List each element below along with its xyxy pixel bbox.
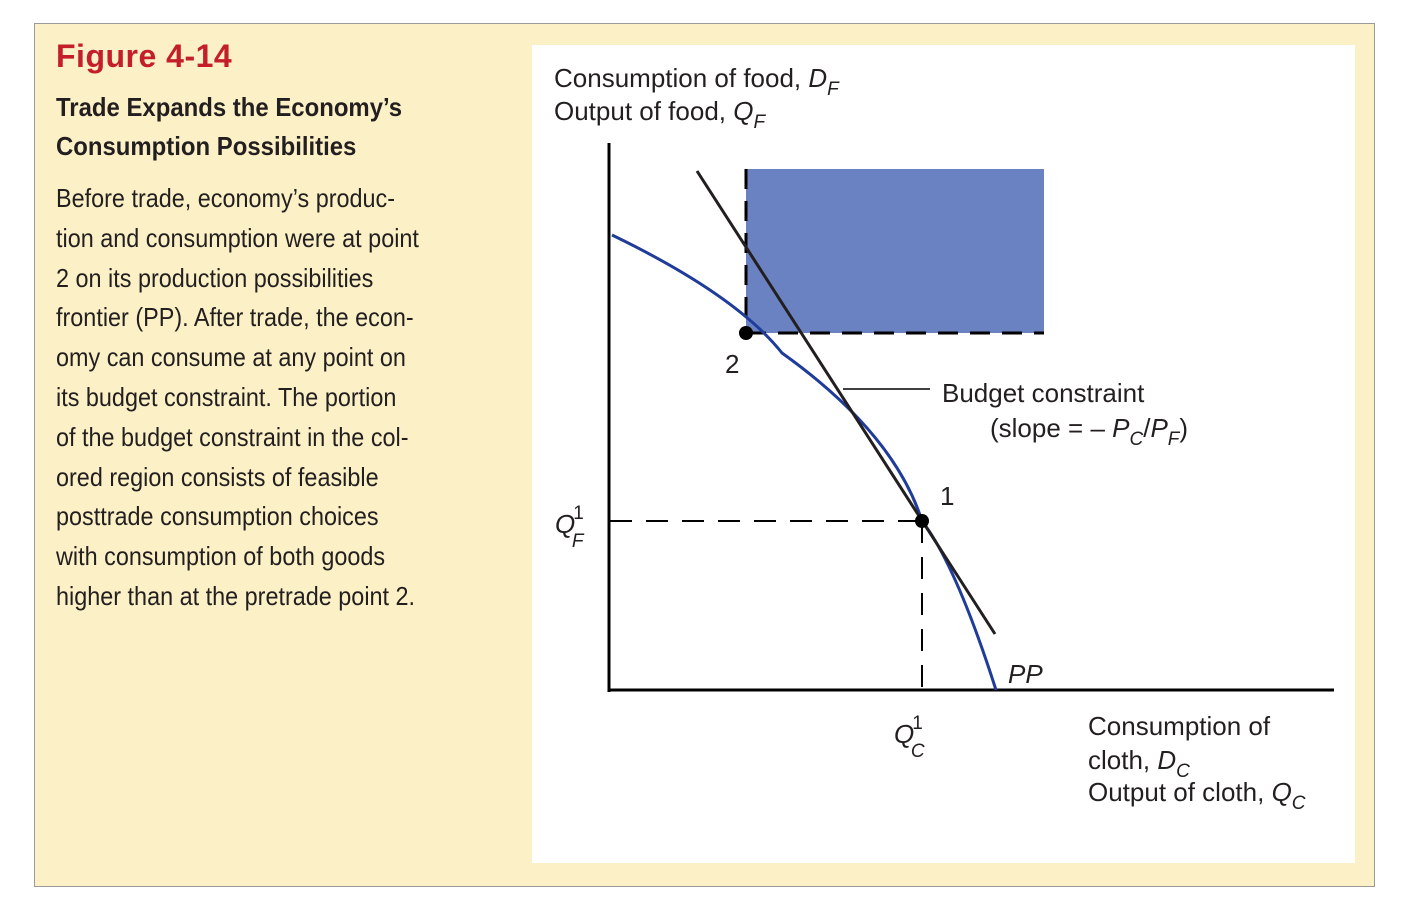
point-2 xyxy=(739,326,753,340)
y-axis-label-line2: Output of food, QF xyxy=(554,96,766,133)
figure-title-line: Consumption Possibilities xyxy=(56,131,357,161)
figure-body: Before trade, economy’s produc- tion and… xyxy=(56,179,497,617)
slope-label: (slope = – PC/PF) xyxy=(990,413,1188,450)
x-axis-label-line1: Consumption of xyxy=(1088,711,1271,741)
point-1-label: 1 xyxy=(940,481,954,511)
body-line: Before trade, economy’s produc- xyxy=(56,183,396,213)
body-line: of the budget constraint in the col- xyxy=(56,421,409,452)
figure-title-line: Trade Expands the Economy’s xyxy=(56,92,403,122)
feasible-region xyxy=(746,169,1044,333)
body-line: ored region consists of feasible xyxy=(56,461,379,492)
body-line: omy can consume at any point on xyxy=(56,342,406,373)
diagram-panel: Consumption of food, DF Output of food, … xyxy=(532,45,1355,863)
pp-curve xyxy=(611,233,998,691)
qc-label: Q1 C xyxy=(894,713,925,762)
trade-diagram: Consumption of food, DF Output of food, … xyxy=(554,63,1334,814)
body-line: with consumption of both goods xyxy=(56,541,386,572)
budget-line xyxy=(695,170,997,635)
body-line: tion and consumption were at point xyxy=(56,222,419,253)
body-line: 2 on its production possibilities xyxy=(56,262,374,293)
x-axis-label-line3: Output of cloth, QC xyxy=(1088,777,1306,814)
body-line: posttrade consumption choices xyxy=(56,501,379,532)
figure-title: Trade Expands the Economy’s Consumption … xyxy=(56,88,498,166)
budget-label: Budget constraint xyxy=(942,378,1145,408)
pp-label: PP xyxy=(1008,659,1043,689)
point-2-label: 2 xyxy=(725,349,739,379)
x-axis-label-line2: cloth, DC xyxy=(1088,745,1190,782)
qf-label: Q1 F xyxy=(555,503,585,552)
body-line: higher than at the pretrade point 2. xyxy=(56,580,416,611)
body-line: frontier (PP). After trade, the econ- xyxy=(56,302,414,333)
figure-caption: Figure 4-14 Trade Expands the Economy’s … xyxy=(56,36,506,617)
figure-number: Figure 4-14 xyxy=(56,38,233,74)
point-1 xyxy=(915,514,929,528)
y-axis-label-line1: Consumption of food, DF xyxy=(554,63,840,100)
body-line: its budget constraint. The portion xyxy=(56,381,397,412)
